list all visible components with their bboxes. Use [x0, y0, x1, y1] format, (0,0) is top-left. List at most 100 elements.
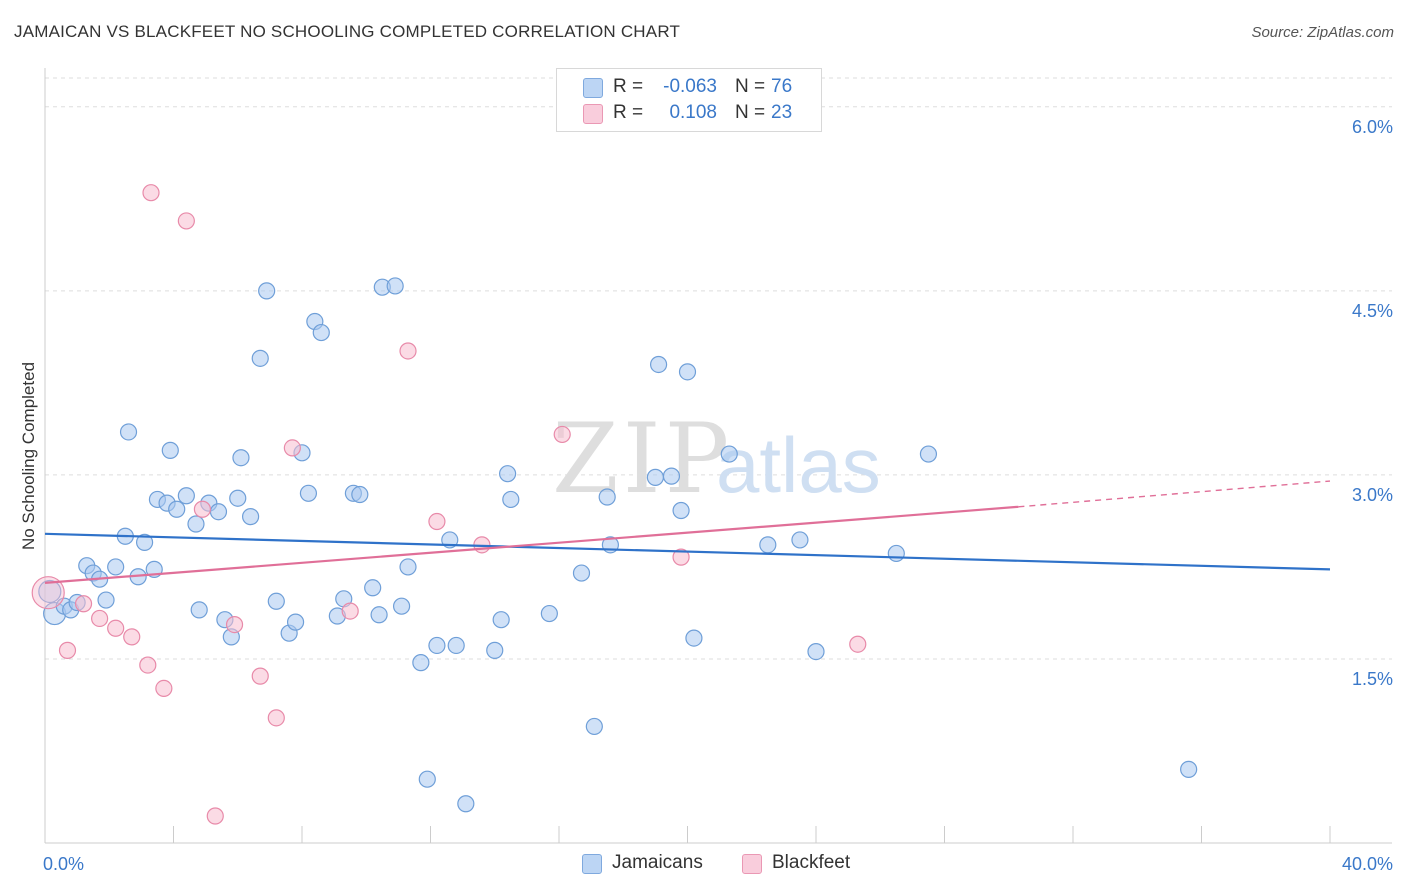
jamaicans-point — [720, 445, 738, 463]
legend-n-value: 76 — [771, 76, 793, 97]
legend-r-label: R = — [613, 102, 644, 123]
legend-r-label: R = — [613, 76, 644, 97]
data-points — [31, 184, 1198, 825]
y-axis-label: No Schooling Completed — [19, 362, 38, 550]
series-swatch-jamaicans — [582, 854, 602, 874]
jamaicans-point — [759, 536, 777, 554]
jamaicans-point — [649, 355, 668, 374]
jamaicans-point — [107, 558, 125, 576]
jamaicans-point — [267, 592, 285, 610]
y-tick-label: 1.5% — [1352, 669, 1393, 689]
blackfeet-point — [193, 500, 212, 518]
jamaicans-point — [312, 323, 330, 342]
axes — [44, 68, 1392, 844]
jamaicans-point — [119, 423, 138, 441]
jamaicans-point — [678, 363, 697, 381]
trend-lines — [44, 480, 1331, 584]
watermark-zip: ZIP — [552, 403, 733, 515]
jamaicans-point — [286, 613, 305, 631]
y-tick-label: 6.0% — [1352, 117, 1393, 137]
jamaicans-point — [229, 489, 247, 507]
jamaicans-point — [492, 611, 510, 629]
x-tick-label-min: 0.0% — [43, 854, 84, 874]
jamaicans-point — [242, 508, 260, 526]
blackfeet-point — [399, 342, 417, 360]
blackfeet-point — [123, 628, 141, 646]
blackfeet-point — [206, 807, 224, 825]
jamaicans-point — [540, 604, 558, 623]
jamaicans-point — [177, 487, 195, 505]
jamaicans-point — [392, 597, 411, 615]
jamaicans-point — [919, 445, 938, 463]
jamaicans-point — [646, 468, 664, 486]
blackfeet-point — [74, 595, 93, 613]
blackfeet-point — [225, 615, 244, 634]
jamaicans-point — [1180, 760, 1198, 778]
y-tick-label: 3.0% — [1352, 485, 1393, 505]
jamaicans-point — [486, 641, 504, 659]
watermark-atlas: atlas — [716, 421, 881, 509]
blackfeet-point — [553, 425, 571, 444]
blackfeet-trend-extension — [1018, 480, 1331, 508]
blackfeet-point — [177, 212, 195, 230]
blackfeet-point — [91, 609, 109, 628]
blackfeet-point — [31, 576, 65, 610]
jamaicans-point — [412, 654, 430, 672]
legend-n-value: 23 — [771, 102, 793, 123]
blackfeet-point — [58, 641, 77, 659]
jamaicans-point — [457, 795, 475, 813]
jamaicans-point — [351, 485, 369, 504]
jamaicans-point — [299, 484, 318, 502]
jamaicans-point — [168, 500, 186, 518]
watermark: ZIP atlas — [552, 403, 881, 515]
y-tick-label: 4.5% — [1352, 301, 1393, 321]
legend-r-value: -0.063 — [663, 76, 717, 97]
jamaicans-point — [807, 642, 825, 661]
jamaicans-point — [585, 717, 603, 736]
jamaicans-point — [232, 449, 250, 467]
jamaicans-point — [161, 441, 179, 459]
series-label-jamaicans: Jamaicans — [612, 852, 703, 873]
jamaicans-point — [672, 501, 690, 520]
blackfeet-point — [672, 548, 690, 566]
jamaicans-point — [399, 558, 417, 576]
jamaicans-point — [499, 465, 517, 483]
blackfeet-point — [107, 619, 125, 637]
blackfeet-point — [267, 709, 285, 727]
jamaicans-point — [418, 770, 436, 788]
jamaicans-point — [135, 533, 154, 551]
blackfeet-point — [139, 656, 157, 674]
jamaicans-point — [502, 490, 520, 509]
legend-r-value: 0.108 — [669, 102, 717, 123]
blackfeet-point — [428, 512, 446, 531]
jamaicans-point — [662, 467, 681, 485]
jamaicans-point — [370, 606, 388, 624]
jamaicans-point — [364, 579, 382, 597]
jamaicans-point — [572, 564, 591, 582]
blackfeet-point — [155, 679, 173, 698]
legend-row-blackfeet: R = 0.108 N = 23 — [557, 101, 821, 125]
jamaicans-point — [209, 503, 228, 521]
legend-swatch-blackfeet — [583, 104, 603, 124]
jamaicans-point — [428, 636, 446, 655]
jamaicans-point — [187, 515, 205, 533]
blackfeet-point — [849, 635, 867, 653]
jamaicans-point — [598, 488, 616, 506]
jamaicans-point — [251, 349, 269, 367]
series-swatch-blackfeet — [742, 854, 762, 874]
chart-title: JAMAICAN VS BLACKFEET NO SCHOOLING COMPL… — [14, 22, 681, 41]
legend-n-label: N = — [735, 102, 766, 123]
x-tick-label-max: 40.0% — [1342, 854, 1393, 874]
jamaicans-point — [685, 629, 703, 647]
legend-swatch-jamaicans — [583, 78, 603, 98]
jamaicans-point — [97, 591, 115, 609]
series-legend: Jamaicans Blackfeet — [0, 852, 1406, 878]
legend-n-label: N = — [735, 76, 766, 97]
legend-row-jamaicans: R = -0.063 N = 76 — [557, 75, 821, 99]
blackfeet-trend-line — [44, 505, 1019, 584]
jamaicans-point — [791, 531, 809, 549]
source-credit: Source: ZipAtlas.com — [1251, 24, 1394, 41]
jamaicans-point — [887, 544, 905, 563]
correlation-legend: R = -0.063 N = 76 R = 0.108 N = 23 — [556, 68, 822, 132]
